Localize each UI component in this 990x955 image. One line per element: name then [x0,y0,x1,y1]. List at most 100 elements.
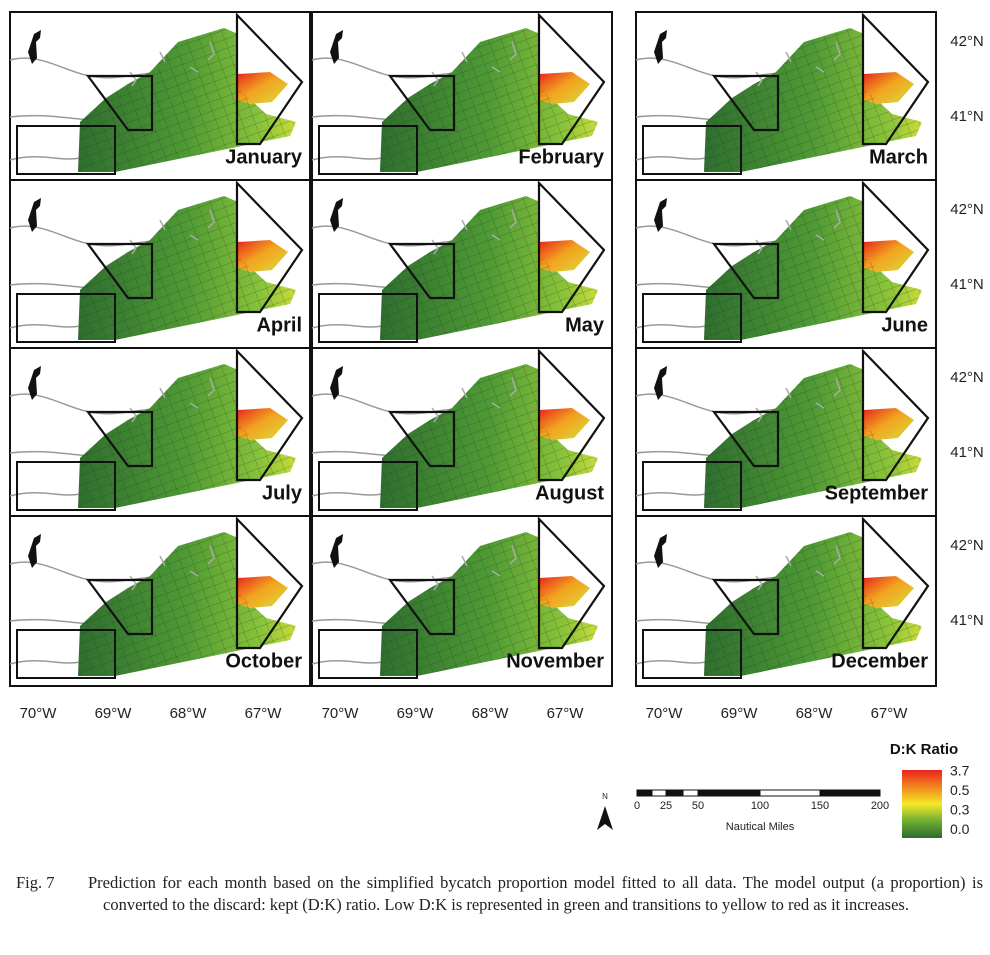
closed-area-box [318,125,418,175]
hot-zone [864,576,914,608]
month-label: August [535,482,604,504]
closed-area-box [318,629,418,679]
gray-shoals [129,41,215,87]
grid-cells [704,196,922,340]
map-panel: April [9,179,311,351]
hot-zone [238,72,288,104]
closed-area-triangle [861,516,930,650]
hot-zone [238,576,288,608]
map-panel: June [635,179,937,351]
map-panel: May [311,179,613,351]
month-label: July [262,482,303,504]
map-panel: December [635,515,937,687]
gray-shoals [431,41,517,87]
gray-shoals [431,545,517,591]
map-panel: August [311,347,613,519]
cape-cod [654,534,667,568]
closed-area-small [85,578,154,636]
closed-area-small [711,578,780,636]
closed-area-small [711,242,780,300]
scale-tick-label: 100 [751,800,769,812]
scale-segment [759,789,821,797]
closed-area-box [16,293,116,343]
caption-text: Prediction for each month based on the s… [88,873,983,914]
gray-shoals [755,545,841,591]
cape-cod [654,30,667,64]
legend-colorbar [902,770,942,838]
latitude-label: 42°N [950,201,984,218]
figure: January February March April May June July Augu… [9,11,984,838]
longitude-label: 70°W [20,705,58,722]
month-label: June [881,314,928,336]
closed-area-box [16,629,116,679]
hot-zone [540,240,590,272]
closed-area-triangle [235,180,304,314]
closed-area-box [16,461,116,511]
scale-segment [682,789,699,797]
cape-cod [330,198,343,232]
gray-shoals [755,209,841,255]
longitude-label: 67°W [245,705,283,722]
closed-area-small [387,74,456,132]
scale-tick-label: 150 [811,800,829,812]
gray-shoals [755,41,841,87]
longitude-label: 69°W [95,705,133,722]
longitude-label: 69°W [397,705,435,722]
cape-cod [28,534,41,568]
closed-area-small [85,74,154,132]
closed-area-box [318,293,418,343]
month-label: May [565,314,605,336]
latitude-label: 41°N [950,276,984,293]
closed-area-triangle [861,180,930,314]
cape-cod [330,366,343,400]
month-label: November [506,650,604,672]
latitude-label: 42°N [950,537,984,554]
north-arrow [597,806,613,830]
gray-shoals [129,377,215,423]
closed-area-box [318,461,418,511]
scale-segment [819,789,881,797]
scale-segment [697,789,761,797]
closed-area-triangle [537,348,606,482]
closed-area-triangle [235,516,304,650]
grid-cells [380,532,598,676]
hot-zone [864,72,914,104]
hot-zone [864,408,914,440]
month-label: April [256,314,302,336]
legend-label: 0.5 [950,782,970,798]
longitude-label: 68°W [796,705,834,722]
legend-title: D:K Ratio [890,741,958,758]
hot-zone [864,240,914,272]
cape-cod [330,534,343,568]
gray-shoals [431,209,517,255]
gray-shoals [755,377,841,423]
longitude-label: 69°W [721,705,759,722]
scale-unit: Nautical Miles [726,821,795,833]
closed-area-box [16,125,116,175]
legend-label: 0.0 [950,821,970,837]
legend-label: 3.7 [950,763,970,779]
cape-cod [654,366,667,400]
gray-shoals [431,377,517,423]
scale-tick-label: 50 [692,800,704,812]
closed-area-triangle [537,516,606,650]
month-label: September [825,482,929,504]
closed-area-box [642,461,742,511]
hot-zone [540,408,590,440]
grid-cells [78,532,296,676]
closed-area-triangle [537,180,606,314]
cape-cod [28,366,41,400]
closed-area-box [642,293,742,343]
map-panel: September [635,347,937,519]
hot-zone [238,408,288,440]
scale-segment [651,789,667,797]
closed-area-small [711,74,780,132]
longitude-label: 68°W [170,705,208,722]
legend-label: 0.3 [950,802,970,818]
closed-area-small [85,242,154,300]
map-panel: January [9,11,311,183]
grid-cells [704,28,922,172]
scale-tick-label: 25 [660,800,672,812]
hot-zone [238,240,288,272]
grid-cells [380,28,598,172]
